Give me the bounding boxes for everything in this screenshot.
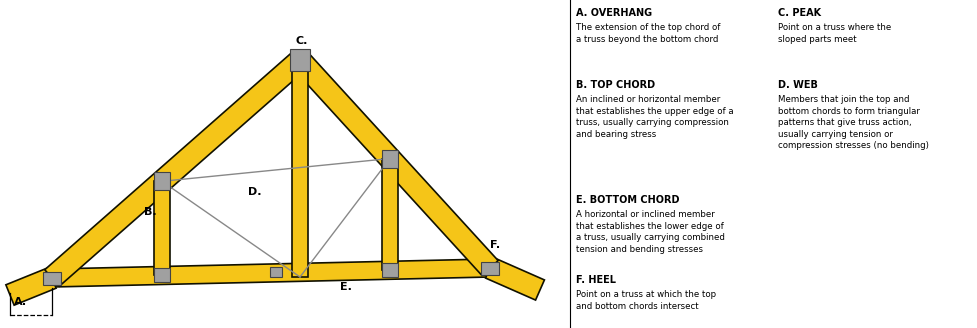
Text: A horizontal or inclined member
that establishes the lower edge of
a truss, usua: A horizontal or inclined member that est… xyxy=(576,210,725,254)
Text: Point on a truss where the
sloped parts meet: Point on a truss where the sloped parts … xyxy=(778,23,891,44)
Polygon shape xyxy=(52,259,490,287)
Polygon shape xyxy=(6,268,56,305)
Polygon shape xyxy=(382,150,398,168)
Text: E.: E. xyxy=(340,282,352,292)
Polygon shape xyxy=(43,272,61,284)
Text: E. BOTTOM CHORD: E. BOTTOM CHORD xyxy=(576,195,679,205)
Polygon shape xyxy=(154,268,170,282)
Text: F. HEEL: F. HEEL xyxy=(576,275,616,285)
Polygon shape xyxy=(486,258,544,300)
Text: D. WEB: D. WEB xyxy=(778,80,818,90)
Text: A. OVERHANG: A. OVERHANG xyxy=(576,8,652,18)
Text: An inclined or horizontal member
that establishes the upper edge of a
truss, usu: An inclined or horizontal member that es… xyxy=(576,95,734,139)
Text: C.: C. xyxy=(295,36,308,46)
Text: D.: D. xyxy=(248,187,262,197)
Polygon shape xyxy=(292,60,308,277)
Polygon shape xyxy=(154,181,170,275)
Text: C. PEAK: C. PEAK xyxy=(778,8,821,18)
Text: A.: A. xyxy=(14,297,27,307)
Text: B. TOP CHORD: B. TOP CHORD xyxy=(576,80,656,90)
Polygon shape xyxy=(290,49,310,71)
Text: B.: B. xyxy=(144,207,156,217)
Polygon shape xyxy=(382,158,398,270)
Polygon shape xyxy=(45,52,307,286)
Polygon shape xyxy=(292,52,498,276)
Polygon shape xyxy=(154,172,170,190)
Polygon shape xyxy=(382,263,398,277)
Polygon shape xyxy=(481,261,499,275)
Polygon shape xyxy=(270,267,282,277)
Text: The extension of the top chord of
a truss beyond the bottom chord: The extension of the top chord of a trus… xyxy=(576,23,720,44)
Text: F.: F. xyxy=(490,240,500,250)
Text: Members that join the top and
bottom chords to form triangular
patterns that giv: Members that join the top and bottom cho… xyxy=(778,95,929,150)
Text: Point on a truss at which the top
and bottom chords intersect: Point on a truss at which the top and bo… xyxy=(576,290,716,311)
